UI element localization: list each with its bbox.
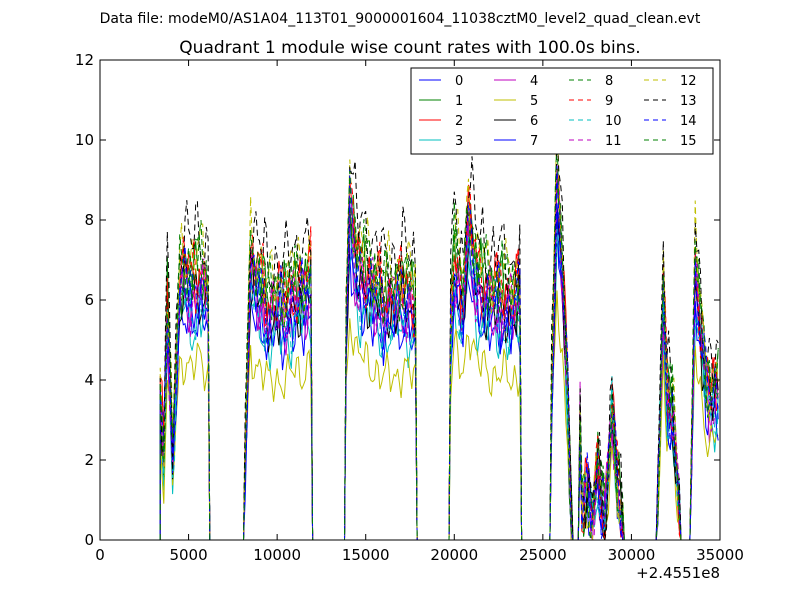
- y-tick-label: 2: [84, 451, 94, 469]
- x-axis: 0 5000 10000 15000 20000 25000 30000 35000: [95, 60, 744, 564]
- x-tick-label: 10000: [253, 546, 301, 564]
- y-tick-label: 8: [84, 211, 94, 229]
- legend-label-2: 2: [455, 114, 463, 129]
- legend-label-9: 9: [605, 94, 613, 109]
- legend-label-0: 0: [455, 74, 463, 89]
- legend-label-7: 7: [530, 134, 538, 149]
- x-tick-label: 5000: [169, 546, 207, 564]
- legend-label-1: 1: [455, 94, 463, 109]
- chart-title: Quadrant 1 module wise count rates with …: [179, 38, 640, 58]
- legend-label-12: 12: [680, 74, 697, 89]
- y-tick-label: 6: [84, 291, 94, 309]
- series-line-13: [159, 132, 719, 541]
- legend-label-13: 13: [680, 94, 697, 109]
- x-tick-label: 35000: [696, 546, 744, 564]
- x-tick-label: 25000: [519, 546, 567, 564]
- x-tick-label: 20000: [430, 546, 478, 564]
- legend-label-14: 14: [680, 114, 697, 129]
- y-tick-label: 4: [84, 371, 94, 389]
- legend-label-8: 8: [605, 74, 613, 89]
- series-line-15: [159, 135, 719, 541]
- legend-label-5: 5: [530, 94, 538, 109]
- legend-label-10: 10: [605, 114, 622, 129]
- legend-label-4: 4: [530, 74, 538, 89]
- legend-label-6: 6: [530, 114, 538, 129]
- y-tick-label: 12: [75, 51, 94, 69]
- x-tick-label: 0: [95, 546, 105, 564]
- y-tick-label: 0: [84, 531, 94, 549]
- x-axis-offset-label: +2.4551e8: [636, 564, 720, 582]
- x-tick-label: 15000: [342, 546, 390, 564]
- legend-label-3: 3: [455, 134, 463, 149]
- figure-suptitle: Data file: modeM0/AS1A04_113T01_90000016…: [100, 11, 701, 27]
- y-tick-label: 10: [75, 131, 94, 149]
- legend-label-11: 11: [605, 134, 622, 149]
- series-line-14: [159, 165, 719, 541]
- plot-series: [159, 105, 719, 541]
- x-tick-label: 30000: [608, 546, 656, 564]
- series-line-12: [159, 105, 719, 541]
- legend-label-15: 15: [680, 134, 697, 149]
